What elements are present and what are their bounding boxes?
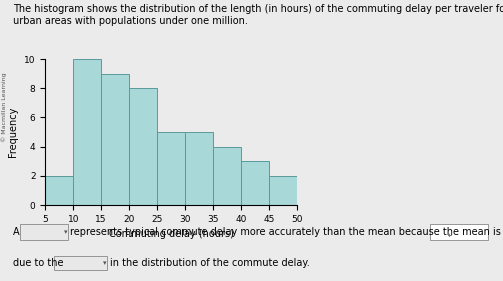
X-axis label: Commuting delay (hours): Commuting delay (hours) — [109, 229, 233, 239]
Text: The histogram shows the distribution of the length (in hours) of the commuting d: The histogram shows the distribution of … — [13, 4, 503, 26]
Text: © Macmillan Learning: © Macmillan Learning — [1, 72, 7, 142]
Bar — [45, 176, 73, 205]
Y-axis label: Frequency: Frequency — [9, 107, 19, 157]
Bar — [241, 161, 269, 205]
Text: ▾: ▾ — [64, 229, 67, 235]
Text: A: A — [13, 227, 19, 237]
Bar — [157, 132, 185, 205]
Text: ↲: ↲ — [447, 231, 453, 240]
Text: due to the: due to the — [13, 258, 63, 268]
Bar — [269, 176, 297, 205]
Text: ▾: ▾ — [103, 260, 106, 266]
Bar — [129, 88, 157, 205]
Bar — [101, 74, 129, 205]
Text: in the distribution of the commute delay.: in the distribution of the commute delay… — [110, 258, 309, 268]
Text: represents typical commute delay more accurately than the mean because the mean : represents typical commute delay more ac… — [70, 227, 501, 237]
Bar — [73, 59, 101, 205]
Bar — [185, 132, 213, 205]
Bar — [213, 147, 241, 205]
